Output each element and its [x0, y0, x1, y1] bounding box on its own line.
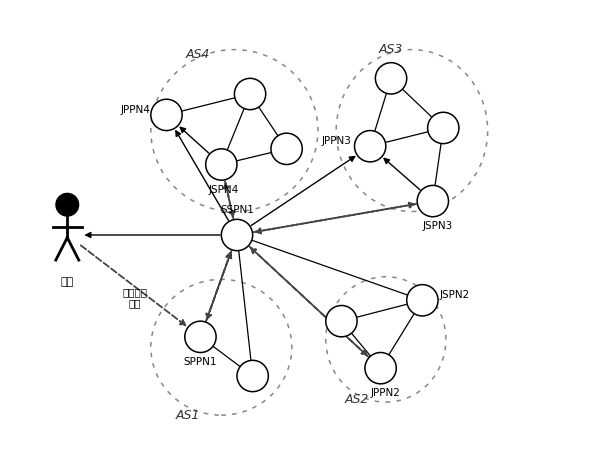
Circle shape	[237, 360, 268, 392]
Text: JPPN3: JPPN3	[321, 136, 351, 146]
Text: SPPN1: SPPN1	[184, 357, 217, 367]
Text: JPPN2: JPPN2	[371, 388, 401, 398]
Text: SSPN1: SSPN1	[220, 205, 254, 215]
Text: JSPN2: JSPN2	[440, 290, 470, 300]
Text: JSPN3: JSPN3	[423, 221, 453, 231]
Circle shape	[184, 321, 216, 352]
Text: JPPN4: JPPN4	[120, 105, 150, 115]
Circle shape	[271, 133, 303, 164]
Circle shape	[417, 185, 448, 217]
Circle shape	[151, 99, 182, 131]
Text: 用户请求
交互: 用户请求 交互	[122, 287, 148, 308]
Circle shape	[354, 131, 386, 162]
Text: JSPN4: JSPN4	[209, 185, 239, 195]
Circle shape	[221, 219, 253, 251]
Text: AS4: AS4	[186, 48, 210, 61]
Circle shape	[427, 112, 459, 144]
Circle shape	[326, 306, 357, 337]
Text: AS2: AS2	[345, 393, 369, 406]
Circle shape	[234, 78, 266, 110]
Circle shape	[407, 285, 438, 316]
Text: 用户: 用户	[61, 277, 74, 287]
Circle shape	[365, 352, 396, 384]
Circle shape	[205, 149, 237, 180]
Circle shape	[375, 63, 407, 94]
Text: AS3: AS3	[379, 43, 403, 56]
Circle shape	[55, 193, 79, 217]
Text: AS1: AS1	[175, 409, 200, 422]
